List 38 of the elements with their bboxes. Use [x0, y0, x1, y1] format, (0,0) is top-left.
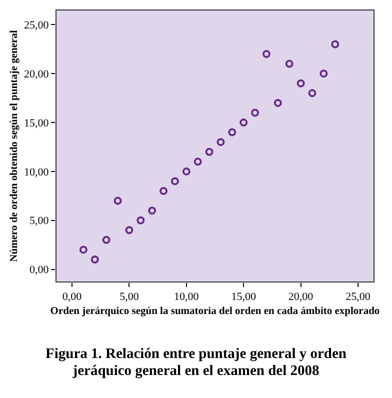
point — [136, 216, 145, 224]
point — [228, 128, 236, 136]
point — [148, 206, 156, 215]
point — [102, 236, 110, 244]
y-tick-label: 20,00 — [24, 68, 50, 80]
y-tick-label: 15,00 — [24, 117, 50, 130]
point — [79, 246, 88, 254]
y-tick-label: 5,00 — [30, 215, 50, 228]
point — [125, 226, 134, 234]
point — [170, 177, 179, 186]
point — [296, 79, 305, 88]
point — [331, 40, 340, 48]
point — [90, 256, 99, 264]
point — [262, 50, 270, 58]
point — [194, 158, 202, 166]
x-axis-title: Orden jerárquico según la sumatoria del orden en cada ámbito explorado — [50, 306, 380, 318]
x-tick-label: 0,00 — [62, 291, 82, 304]
x-tick-label: 20,00 — [288, 291, 314, 304]
point — [216, 138, 225, 146]
point — [274, 98, 282, 107]
point — [308, 89, 316, 98]
point — [182, 167, 190, 176]
text: Figura 1. Relación entre puntaje general y orden jeráquico general en el examen del 2008 — [44, 346, 348, 380]
point — [205, 148, 214, 156]
y-tick-label: 10,00 — [24, 166, 50, 178]
point — [285, 60, 294, 68]
x-tick-label: 10,00 — [174, 291, 200, 304]
point — [114, 196, 122, 205]
point — [251, 108, 260, 117]
point — [160, 187, 168, 196]
point — [240, 118, 248, 127]
x-tick-label: 5,00 — [120, 291, 140, 304]
point — [320, 70, 328, 78]
y-tick-label: 0,00 — [30, 264, 50, 276]
y-tick-label: 25,00 — [24, 20, 50, 32]
y-axis-title: Número de orden obtenido según el puntaje general — [8, 30, 20, 262]
x-tick-label: 15,00 — [231, 291, 256, 304]
x-tick-label: 25,00 — [346, 291, 371, 304]
